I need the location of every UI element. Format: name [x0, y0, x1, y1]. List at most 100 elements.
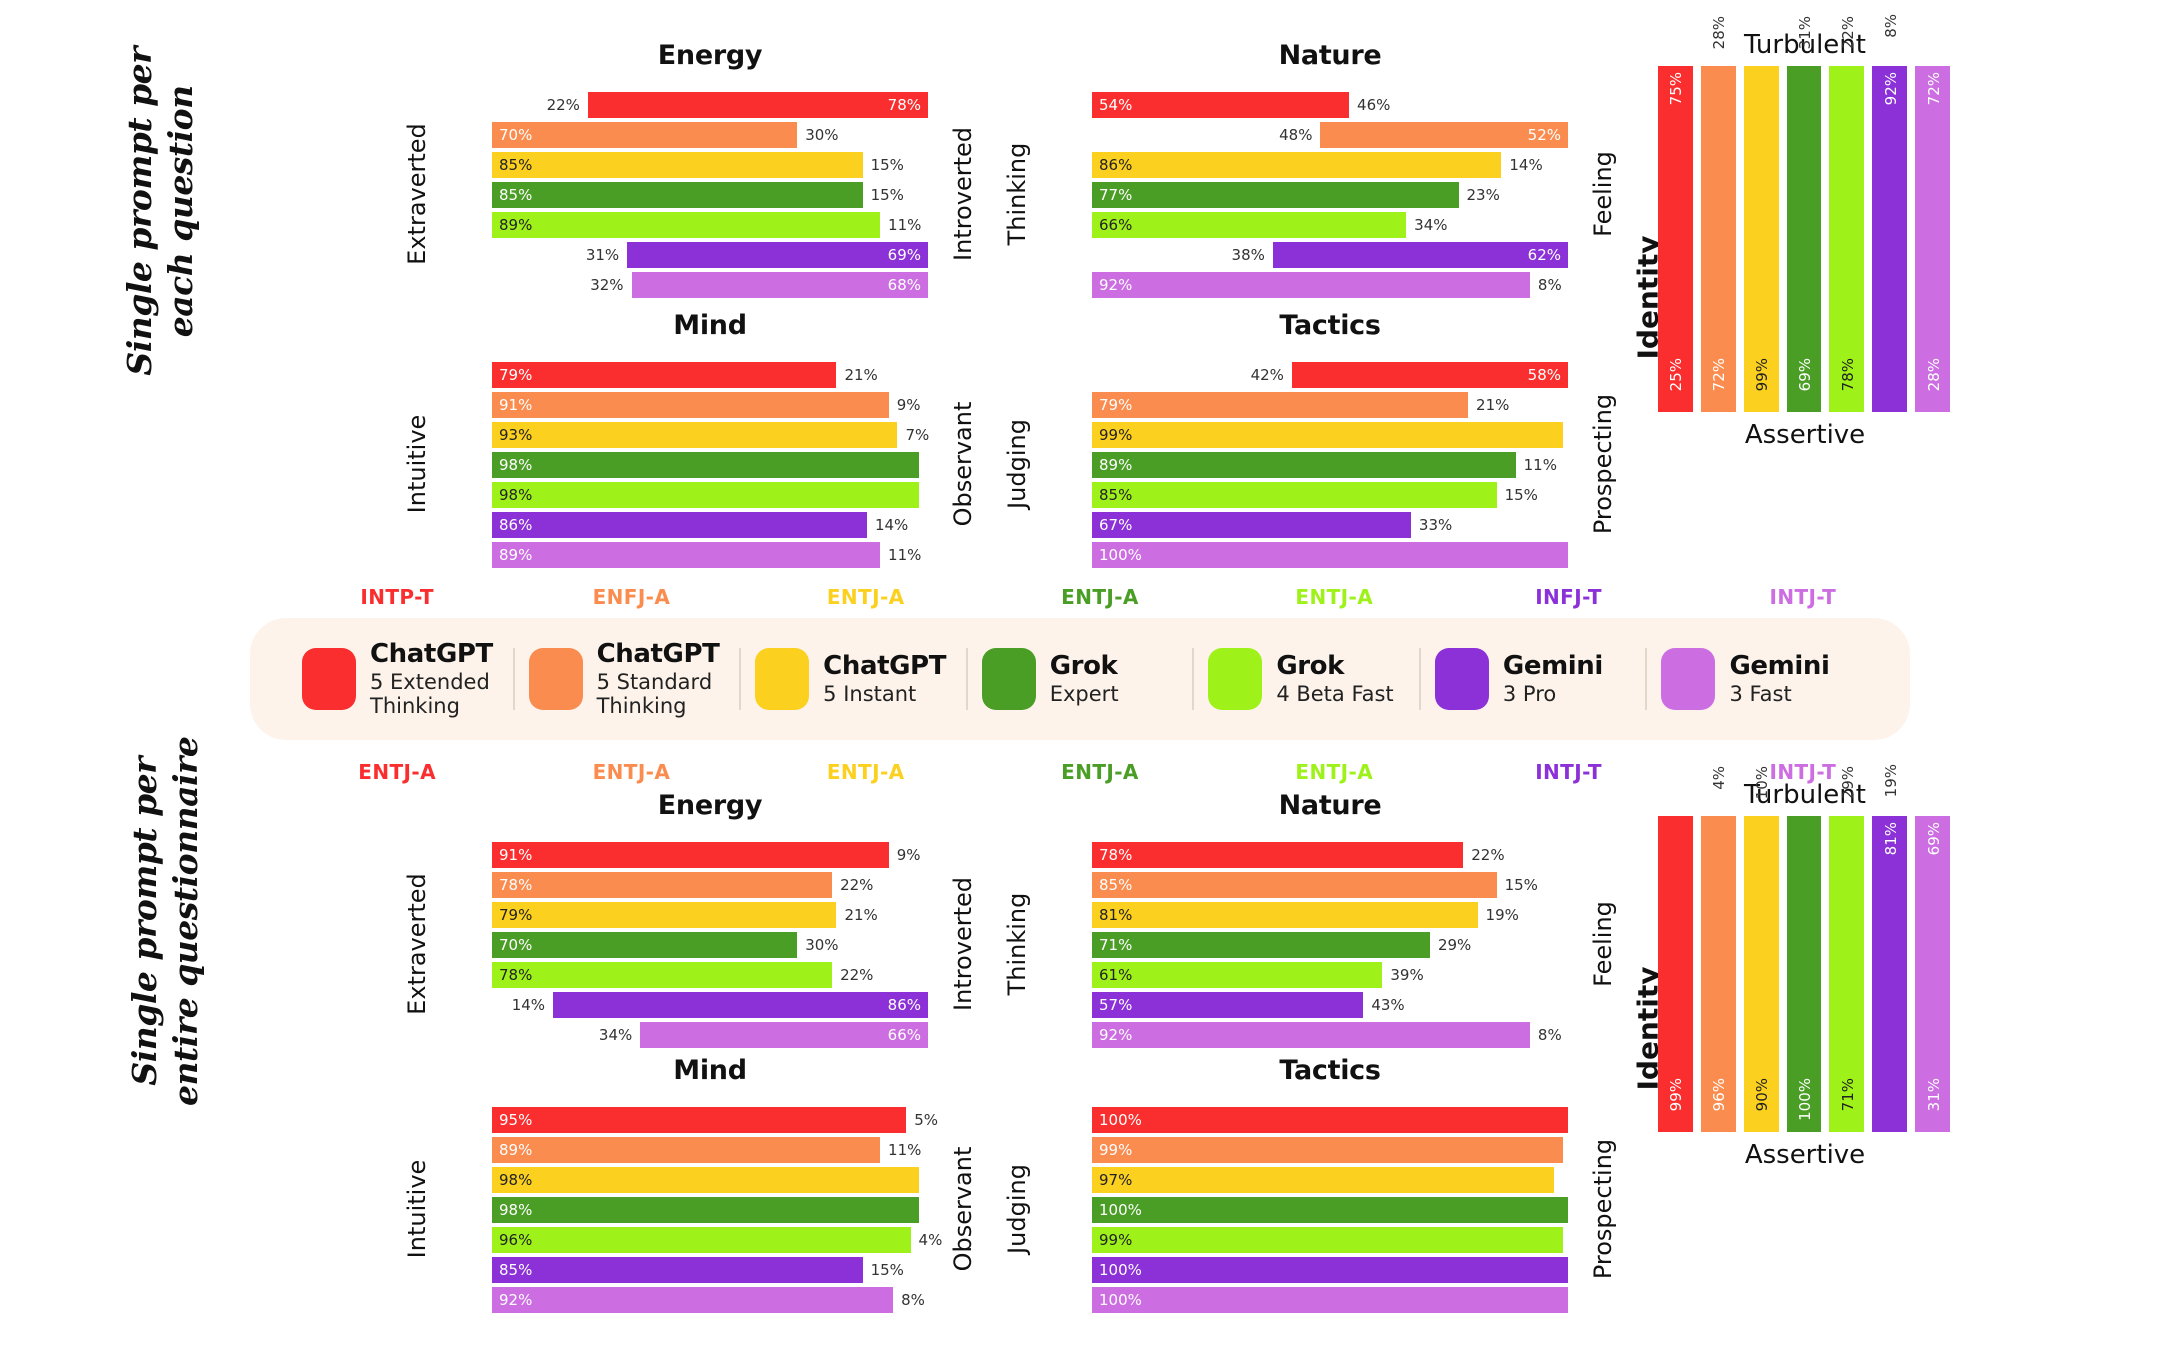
- bar-value-inside: 91%: [499, 396, 533, 414]
- chart-bar-row: 86% 14%: [1092, 152, 1568, 178]
- bar-value-assertive: 99%: [1667, 1078, 1686, 1112]
- legend-item-gemini-6[interactable]: Gemini 3 Fast: [1647, 648, 1872, 710]
- identity-bar-column: 29% 71%: [1829, 766, 1865, 1132]
- bar-value-outside: 30%: [805, 126, 839, 144]
- legend-text: Gemini 3 Pro: [1503, 651, 1603, 706]
- bar-value-outside: 34%: [1414, 216, 1448, 234]
- bar-value-outside: 8%: [1537, 1026, 1562, 1044]
- bar-segment: [492, 182, 863, 208]
- bar-value-outside: 31%: [585, 246, 620, 264]
- mbti-row-bottom: ENTJ-A ENTJ-A ENTJ-A ENTJ-A ENTJ-A INTJ-T INTJ…: [280, 760, 1920, 784]
- legend-item-chatgpt-2[interactable]: ChatGPT 5 Instant: [741, 648, 966, 710]
- mbti-type-top-0: INTP-T: [360, 585, 434, 609]
- identity-bar-column: 72% 28%: [1915, 66, 1951, 412]
- bar-segment: [1786, 816, 1822, 1132]
- legend-item-chatgpt-0[interactable]: ChatGPT 5 Extended Thinking: [288, 639, 513, 719]
- bar-segment: [1092, 152, 1502, 178]
- bar-value-outside: 11%: [888, 216, 922, 234]
- bar-value-inside: 67%: [1099, 516, 1133, 534]
- chart-bar-row: 99%: [1092, 1137, 1568, 1163]
- bar-segment: [492, 512, 867, 538]
- bar-value-assertive: 28%: [1924, 358, 1943, 392]
- legend-item-grok-4[interactable]: Grok 4 Beta Fast: [1194, 648, 1419, 710]
- bar-segment: [1658, 816, 1693, 1132]
- identity-bar-column: 22% 78%: [1829, 16, 1865, 412]
- identity-bars: 75% 25% 28% 72% 99% 31% 69% 22% 78% 92% 8% 72% 28%: [1658, 14, 1951, 412]
- axis-label-turbulent: Turbulent: [1744, 780, 1866, 810]
- bar-segment: [1092, 1137, 1564, 1163]
- chart-bar-row: 86% 14%: [492, 992, 928, 1018]
- bar-value-outside: 21%: [1476, 396, 1510, 414]
- bar-value-outside: 30%: [805, 936, 839, 954]
- model-legend: ChatGPT 5 Extended Thinking ChatGPT 5 Stand…: [250, 618, 1910, 740]
- bar-value-outside: 11%: [888, 546, 922, 564]
- chart-bar-row: 78% 22%: [492, 962, 928, 988]
- bar-segment: [1092, 1107, 1568, 1133]
- bar-value-outside: 38%: [1231, 246, 1265, 264]
- bar-segment: [1092, 992, 1364, 1018]
- legend-text: ChatGPT 5 Instant: [823, 651, 946, 706]
- legend-variant: 3 Fast: [1729, 681, 1792, 706]
- bar-value-inside: 52%: [1527, 126, 1561, 144]
- legend-item-chatgpt-1[interactable]: ChatGPT 5 Standard Thinking: [515, 639, 740, 719]
- chart-title: Tactics: [1279, 310, 1381, 341]
- bar-value-outside: 22%: [546, 96, 580, 114]
- legend-divider: [1192, 648, 1195, 710]
- bar-value-inside: 78%: [887, 96, 921, 114]
- identity-bar-column: 10% 90%: [1743, 766, 1779, 1132]
- chart-title: Nature: [1278, 790, 1382, 821]
- bar-value-turbulent: 92%: [1881, 72, 1900, 106]
- legend-item-grok-3[interactable]: Grok Expert: [968, 648, 1193, 710]
- axis-label-assertive: Assertive: [1744, 1140, 1866, 1170]
- chart-bar-row: 85% 15%: [492, 182, 928, 208]
- chart-bar-row: 85% 15%: [1092, 482, 1568, 508]
- bar-value-inside: 61%: [1099, 966, 1133, 984]
- chart-bar-row: 99%: [1092, 422, 1568, 448]
- axis-label-right: Prospecting: [1589, 393, 1617, 535]
- mbti-type-bottom-3: ENTJ-A: [1061, 760, 1139, 784]
- bar-segment: [492, 482, 920, 508]
- legend-brand: ChatGPT: [823, 651, 947, 682]
- bar-segment: [1092, 182, 1459, 208]
- bar-segment: [1786, 66, 1822, 412]
- bar-value-inside: 100%: [1099, 1201, 1142, 1219]
- bar-value-inside: 85%: [1099, 486, 1133, 504]
- bar-value-inside: 85%: [1099, 876, 1133, 894]
- bar-segment: [492, 1257, 863, 1283]
- bar-value-inside: 86%: [887, 996, 921, 1014]
- chart-bar-row: 95% 5%: [492, 1107, 938, 1133]
- legend-brand: ChatGPT: [370, 638, 493, 669]
- bar-segment: [1743, 816, 1779, 1132]
- chart-panel-energy: Energy 91% 9% 78% 22% 79% 21% 70% 30% 78% 22% 86% 14…: [403, 790, 990, 1050]
- mbti-type-bottom-6: INTJ-T: [1769, 760, 1837, 784]
- bar-segment: [492, 1137, 881, 1163]
- bar-value-outside: 22%: [1471, 846, 1505, 864]
- chart-bar-row: 58% 42%: [1092, 362, 1568, 388]
- bar-value-inside: 66%: [1099, 216, 1133, 234]
- chart-bar-row: 71% 29%: [1092, 932, 1568, 958]
- legend-item-gemini-5[interactable]: Gemini 3 Pro: [1421, 648, 1646, 710]
- bar-segment: [1092, 872, 1497, 898]
- chart-panel-nature: Nature 78% 22% 85% 15% 81% 19% 71% 29% 61% 39% 57% 4…: [1003, 790, 1630, 1050]
- chart-bar-row: 78% 22%: [492, 872, 928, 898]
- bar-value-outside: 15%: [1504, 876, 1538, 894]
- bar-value-inside: 95%: [499, 1111, 533, 1129]
- chart-bar-row: 89% 11%: [492, 1137, 928, 1163]
- diverging-bars: 58% 42% 79% 21% 99% 89% 11% 85% 15% 67% 33% 100%: [1092, 362, 1568, 572]
- diverging-bars: 78% 22% 70% 30% 85% 15% 85% 15% 89% 11% 69% 31% 68% 3…: [492, 92, 928, 302]
- color-swatch-icon: [1208, 648, 1263, 710]
- bar-segment: [492, 872, 833, 898]
- bar-value-inside: 96%: [499, 1231, 533, 1249]
- identity-bar-column: 75% 25%: [1658, 66, 1693, 412]
- legend-text: Grok Expert: [1050, 651, 1119, 706]
- legend-divider: [739, 648, 742, 710]
- chart-bar-row: 100%: [1092, 1107, 1568, 1133]
- legend-divider: [1645, 648, 1648, 710]
- chart-bar-row: 85% 15%: [492, 152, 928, 178]
- bar-segment: [1272, 242, 1568, 268]
- color-swatch-icon: [528, 647, 583, 710]
- chart-title: Energy: [657, 40, 763, 71]
- diverging-bars: 79% 21% 91% 9% 93% 7% 98% 98% 86% 14% 89% 11%: [492, 362, 929, 572]
- chart-bar-row: 66% 34%: [1092, 212, 1568, 238]
- bar-value-inside: 98%: [499, 1201, 533, 1219]
